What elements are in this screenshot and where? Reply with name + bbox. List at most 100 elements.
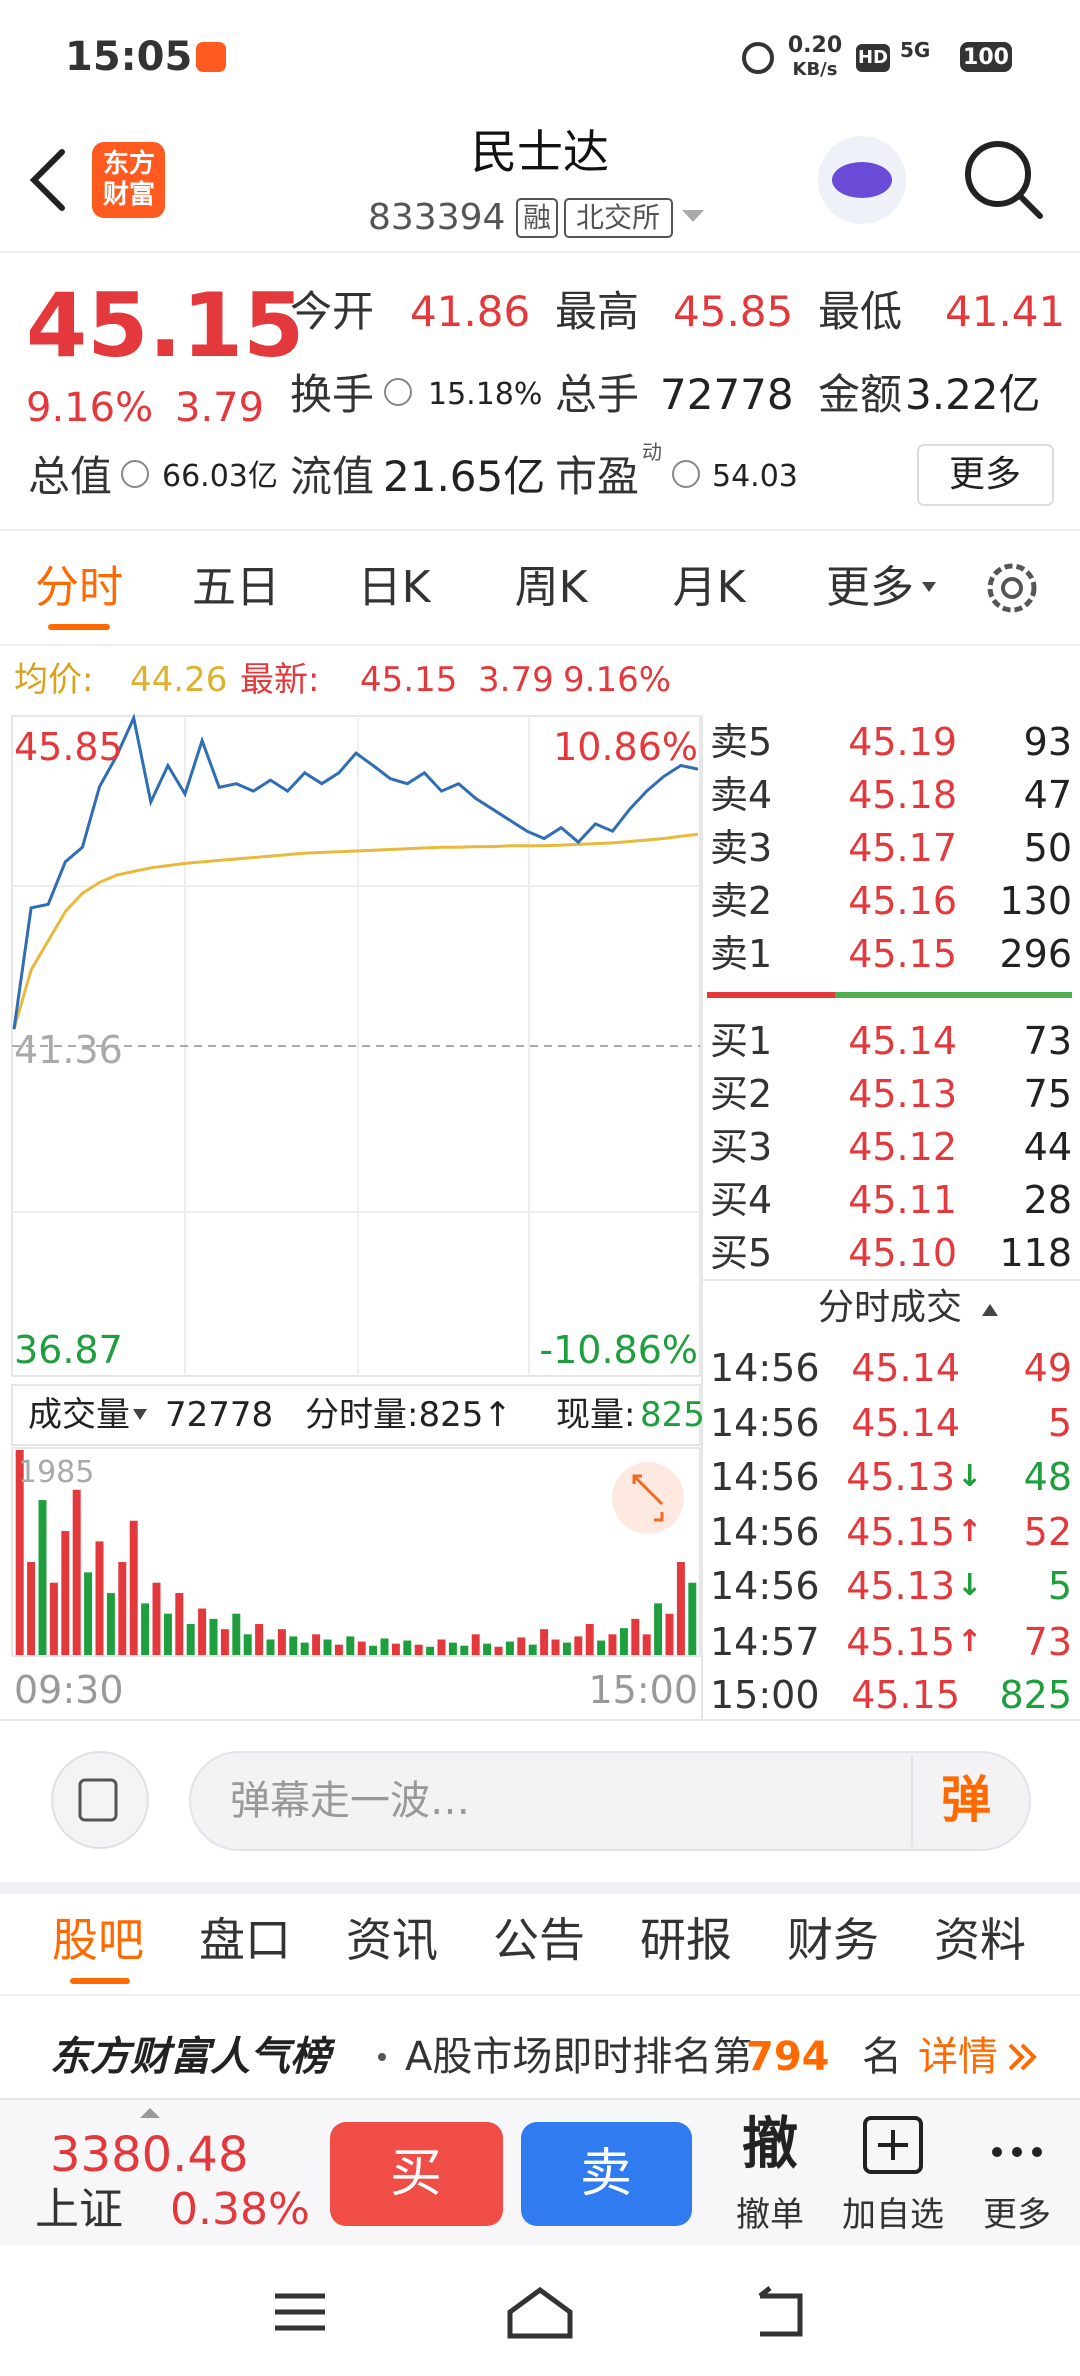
danmu-input[interactable] xyxy=(189,1751,1031,1851)
book-volume: 44 xyxy=(1023,1125,1072,1169)
ranking-link[interactable]: 详情 xyxy=(918,2034,998,2080)
volume-bar xyxy=(198,1608,207,1655)
volume-bar xyxy=(323,1639,332,1655)
info-icon[interactable] xyxy=(384,378,412,406)
trade-volume: 48 xyxy=(1023,1455,1072,1499)
ranking-brand: 东方财富人气榜 xyxy=(50,2034,330,2080)
index-value[interactable]: 3380.48 xyxy=(50,2127,249,2183)
search-icon[interactable] xyxy=(965,141,1031,207)
ranking-rank: 794 xyxy=(746,2034,830,2080)
volume-bar xyxy=(483,1643,492,1655)
sell-label[interactable]: 卖 xyxy=(579,2144,633,2204)
volume-bar xyxy=(369,1645,378,1655)
volume-bar xyxy=(551,1639,560,1655)
book-label: 卖5 xyxy=(710,720,773,764)
volume-bar xyxy=(118,1562,127,1655)
stat-label: 总值 xyxy=(28,452,113,501)
volume-header-frame xyxy=(11,1384,701,1446)
expand-button[interactable] xyxy=(612,1462,684,1534)
trade-price: 45.14 xyxy=(851,1401,960,1445)
volume-total: 72778 xyxy=(165,1395,274,1435)
volume-bar xyxy=(574,1636,583,1655)
info-tab[interactable]: 研报 xyxy=(640,1913,732,1967)
cancel-icon[interactable]: 撤 xyxy=(742,2112,798,2177)
chart-tab[interactable]: 五日 xyxy=(192,562,280,613)
sell-button[interactable] xyxy=(521,2122,692,2226)
book-volume: 50 xyxy=(1023,826,1072,870)
more-button[interactable] xyxy=(917,444,1054,506)
dropdown-icon[interactable] xyxy=(682,210,704,222)
chart-tab[interactable]: 日K xyxy=(357,562,431,613)
last-label: 最新: xyxy=(240,660,320,700)
volume-bar xyxy=(106,1593,115,1655)
trade-volume: 52 xyxy=(1023,1510,1072,1554)
chart-tab[interactable]: 周K xyxy=(514,562,588,613)
tag-box xyxy=(516,198,558,238)
volume-bar xyxy=(38,1500,47,1655)
hd-icon xyxy=(856,44,890,72)
trade-volume: 5 xyxy=(1047,1564,1072,1608)
trades-title[interactable]: 分时成交 xyxy=(817,1287,963,1328)
nav-back[interactable] xyxy=(758,2286,803,2337)
volume-bar xyxy=(688,1582,697,1655)
book-price: 45.13 xyxy=(848,1072,957,1116)
change-value: 3.79 xyxy=(478,660,554,700)
more-button-label[interactable]: 更多 xyxy=(948,454,1022,495)
chart-tab[interactable]: 更多 xyxy=(826,562,914,613)
stock-code: 833394 xyxy=(368,197,506,238)
dropdown-icon[interactable] xyxy=(133,1409,147,1420)
buy-button[interactable] xyxy=(330,2122,503,2226)
avg-label: 均价: xyxy=(14,660,94,700)
info-icon[interactable] xyxy=(121,460,149,488)
book-volume: 296 xyxy=(999,932,1072,976)
book-price: 45.12 xyxy=(848,1125,957,1169)
sort-icon[interactable] xyxy=(982,1304,998,1316)
info-tab[interactable]: 公告 xyxy=(493,1913,585,1967)
volume-bar xyxy=(562,1642,571,1655)
volume-frame xyxy=(11,1447,701,1657)
stat-value: 41.41 xyxy=(945,287,1066,336)
robot-face xyxy=(832,162,892,198)
buy-label[interactable]: 买 xyxy=(389,2144,443,2204)
chevron-icon[interactable] xyxy=(1008,2043,1037,2071)
stat-label: 市盈 xyxy=(555,452,640,501)
add-watch-icon[interactable] xyxy=(863,2116,923,2174)
info-icon[interactable] xyxy=(672,460,700,488)
trade-price: 45.15 xyxy=(846,1620,955,1664)
settings-icon[interactable] xyxy=(987,563,1037,613)
volume-bar xyxy=(209,1618,218,1655)
info-tab[interactable]: 股吧 xyxy=(52,1913,144,1967)
book-volume: 75 xyxy=(1023,1072,1072,1116)
trade-volume: 49 xyxy=(1023,1346,1072,1390)
book-label: 买4 xyxy=(710,1178,773,1222)
dropdown-icon xyxy=(922,582,936,592)
chart-tab[interactable]: 分时 xyxy=(35,562,123,613)
stat-value: 15.18% xyxy=(428,377,543,412)
more-dot[interactable] xyxy=(992,2147,1002,2157)
collapse-icon[interactable] xyxy=(140,2108,160,2118)
current-volume-label: 现量: xyxy=(556,1395,636,1435)
danmu-button[interactable]: 弹 xyxy=(941,1771,991,1829)
volume-bar xyxy=(300,1642,309,1655)
nav-home[interactable] xyxy=(507,2286,573,2339)
volume-bar xyxy=(619,1628,628,1655)
stat-label: 金额 xyxy=(818,370,903,419)
volume-bar xyxy=(334,1644,343,1655)
battery: 100 xyxy=(963,45,1009,70)
danmu-placeholder[interactable]: 弹幕走一波… xyxy=(230,1778,470,1824)
chart-tab[interactable]: 月K xyxy=(672,562,746,613)
volume-bar xyxy=(505,1641,514,1655)
nav-menu[interactable] xyxy=(275,2293,325,2331)
avg-value: 44.26 xyxy=(130,660,228,700)
danmu-icon xyxy=(78,1778,118,1822)
info-tab[interactable]: 财务 xyxy=(787,1913,879,1967)
info-tab[interactable]: 资料 xyxy=(934,1913,1026,1967)
info-tab[interactable]: 盘口 xyxy=(199,1913,291,1967)
info-tab[interactable]: 资讯 xyxy=(346,1913,438,1967)
back-icon[interactable] xyxy=(29,149,65,211)
book-volume: 118 xyxy=(999,1231,1072,1275)
pct-min-label: -10.86% xyxy=(539,1328,698,1372)
ranking-suffix: 名 xyxy=(862,2034,902,2080)
danmu-icon-button[interactable] xyxy=(51,1751,149,1849)
